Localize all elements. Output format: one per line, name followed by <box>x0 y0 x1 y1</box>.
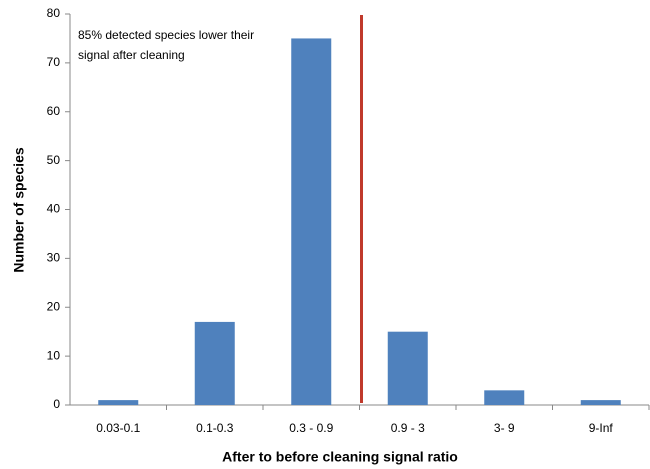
bar <box>194 321 235 405</box>
x-tick-label: 0.1-0.3 <box>196 421 234 435</box>
bar <box>580 400 621 405</box>
y-tick-label: 0 <box>53 397 60 411</box>
annotation: 85% detected species lower their <box>78 28 254 42</box>
y-tick-label: 10 <box>47 348 61 362</box>
y-tick-label: 60 <box>47 104 61 118</box>
bar <box>98 400 139 405</box>
y-tick-label: 40 <box>47 202 61 216</box>
x-tick-label: 3- 9 <box>494 421 515 435</box>
annotation: signal after cleaning <box>78 48 185 62</box>
y-tick-label: 80 <box>47 6 61 20</box>
y-tick-label: 30 <box>47 251 61 265</box>
x-axis-title: After to before cleaning signal ratio <box>222 449 458 465</box>
y-tick-label: 50 <box>47 153 61 167</box>
bar <box>387 331 428 405</box>
y-tick-label: 20 <box>47 299 61 313</box>
bar <box>484 390 525 405</box>
x-tick-label: 0.3 - 0.9 <box>289 421 333 435</box>
y-axis-title: Number of species <box>11 147 27 272</box>
bar <box>291 38 332 405</box>
x-tick-label: 0.03-0.1 <box>96 421 140 435</box>
x-tick-label: 9-Inf <box>589 421 614 435</box>
y-tick-label: 70 <box>47 55 61 69</box>
x-tick-label: 0.9 - 3 <box>391 421 425 435</box>
